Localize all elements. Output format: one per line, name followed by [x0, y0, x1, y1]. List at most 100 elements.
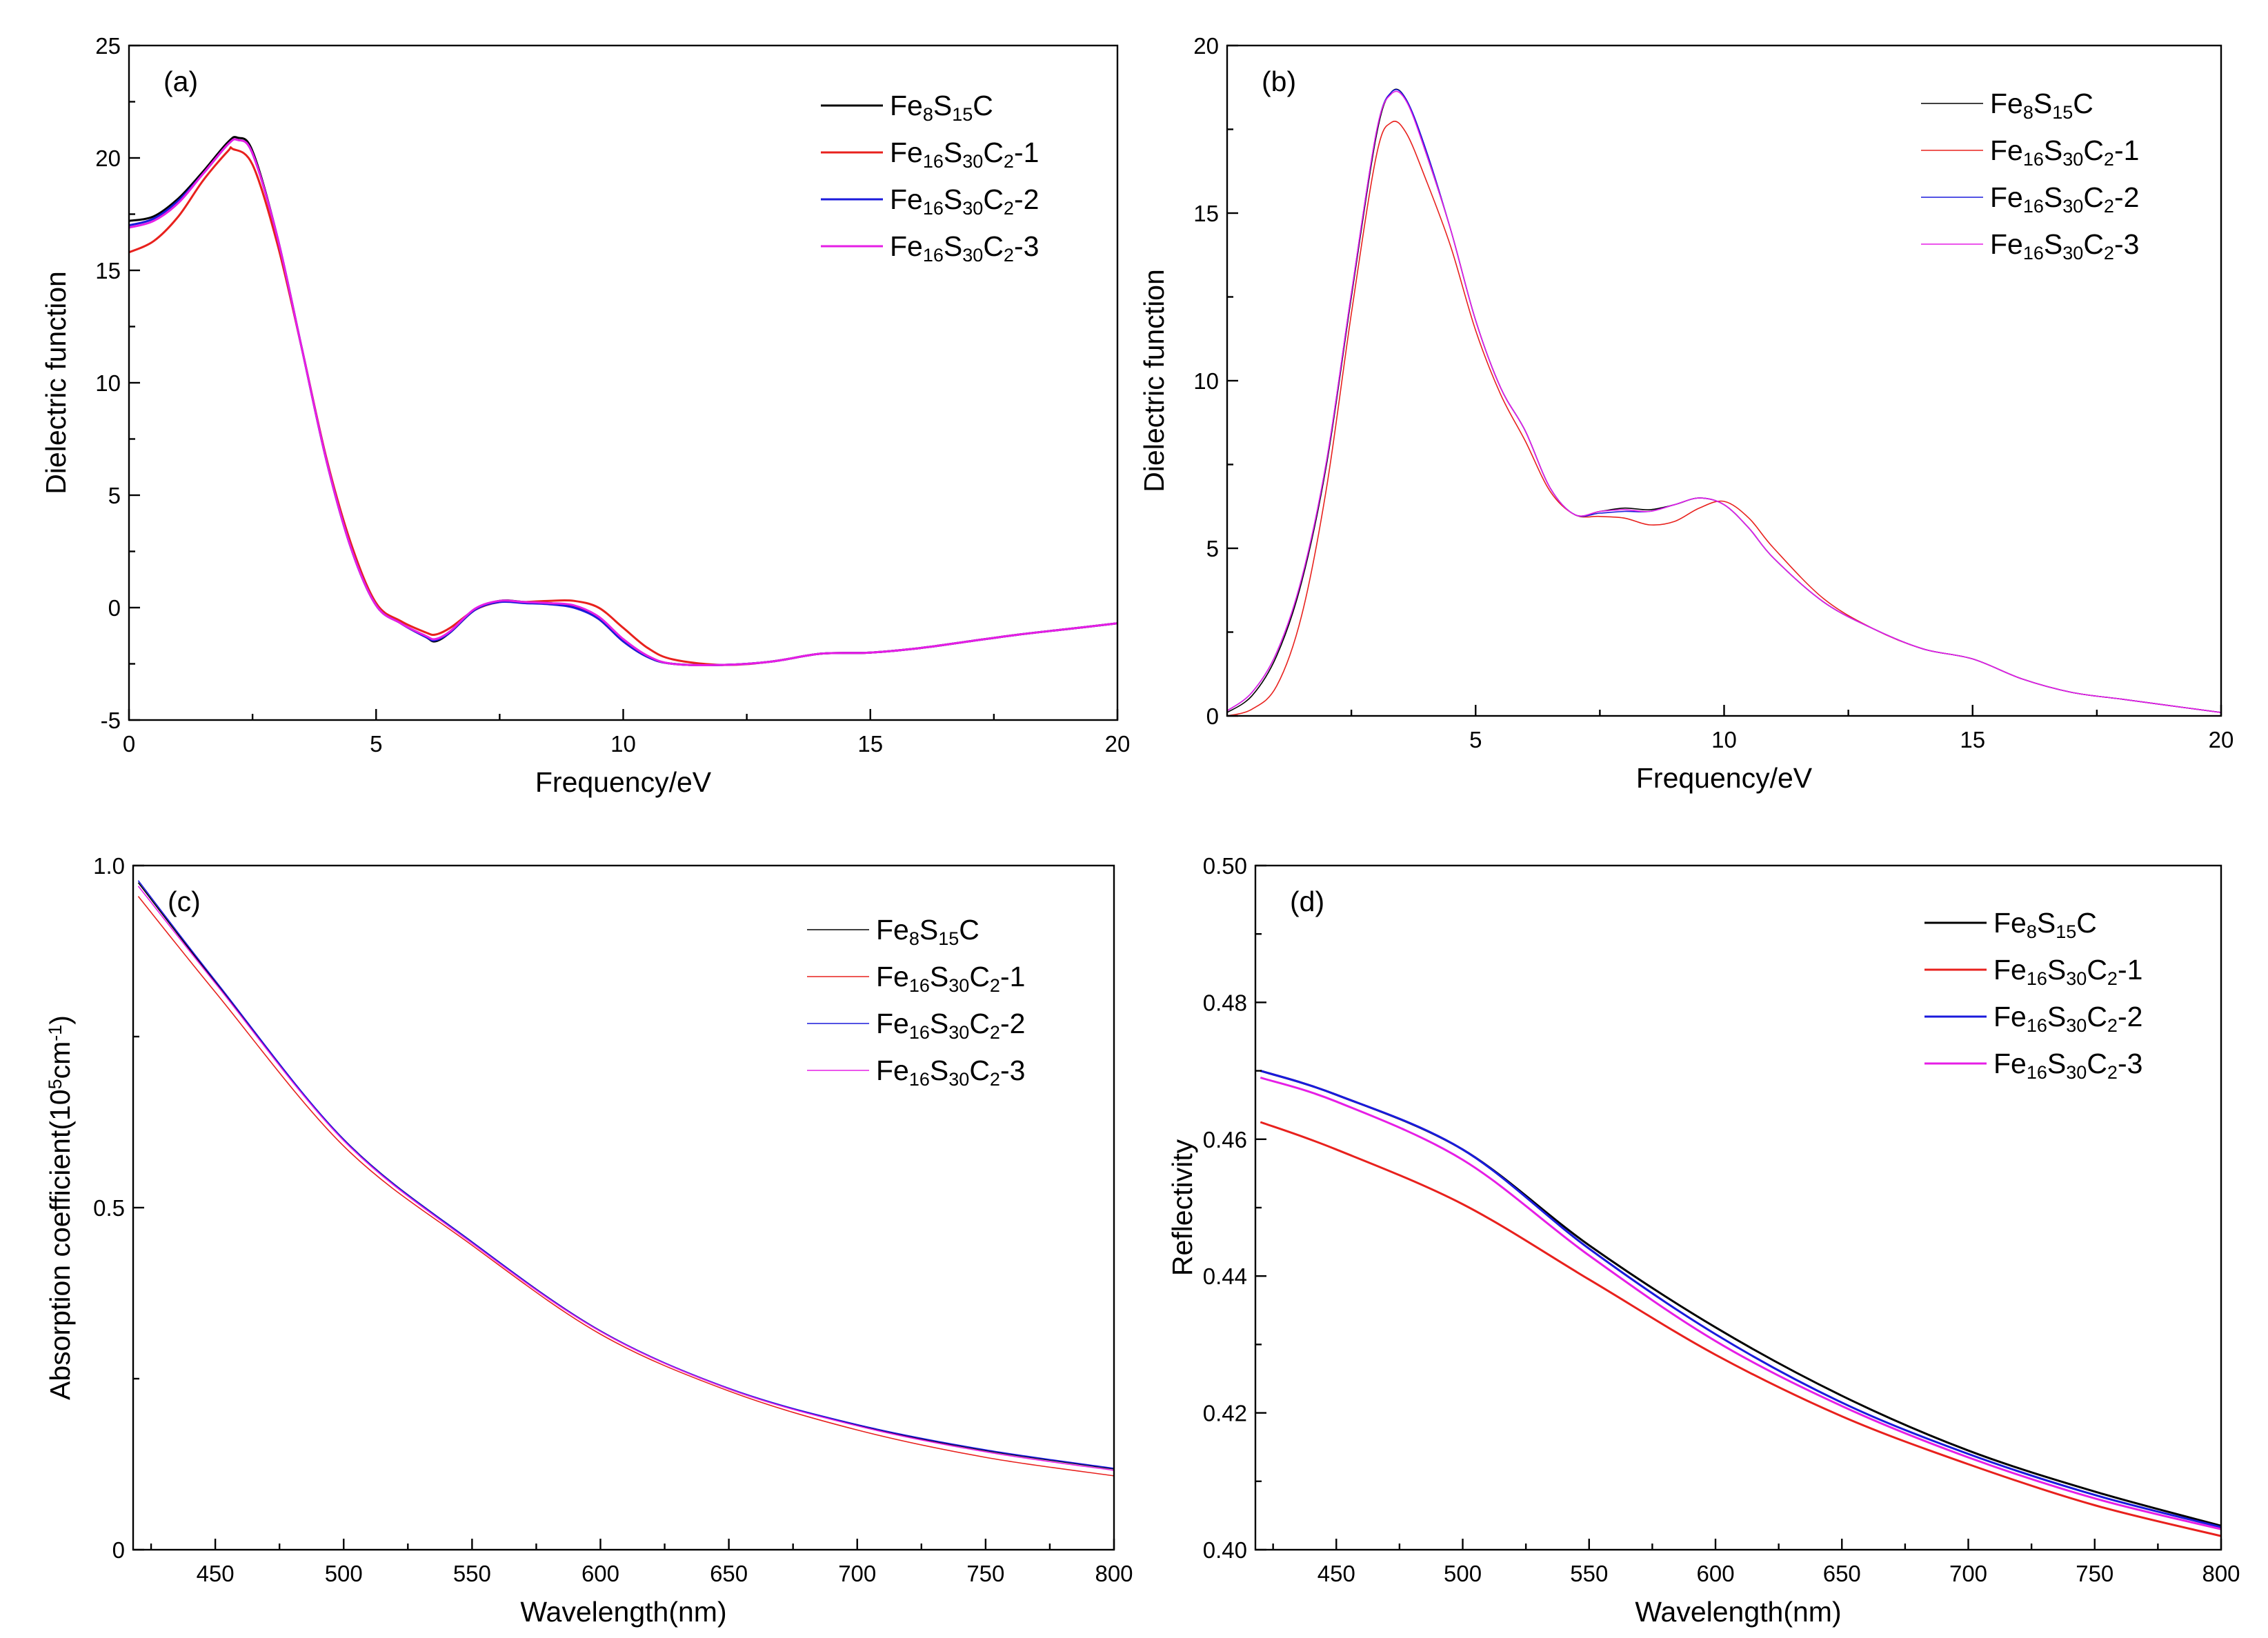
y-tick-label: 20: [1193, 33, 1219, 59]
x-tick-label: 500: [325, 1561, 363, 1586]
legend-label-part: 15: [938, 928, 959, 949]
x-tick-label: 10: [610, 731, 636, 757]
legend-label-part: 16: [909, 1069, 930, 1090]
y-tick-label: 0.42: [1203, 1401, 1247, 1426]
legend-label-part: Fe: [1990, 181, 2023, 213]
legend-label-part: 2: [1004, 151, 1014, 172]
series-line-Fe16S30C2-3: [137, 886, 1114, 1471]
legend-label-part: C: [969, 1008, 990, 1039]
legend-label-part: 16: [923, 151, 944, 172]
legend-label-part: 2: [990, 1022, 1000, 1043]
x-tick-label: 700: [838, 1561, 876, 1586]
x-axis-label: Frequency/eV: [535, 766, 712, 798]
legend-label-part: 16: [2023, 149, 2044, 170]
legend-label-part: S: [944, 230, 962, 262]
legend-label-part: C: [2073, 88, 2093, 119]
legend-label-part: Fe: [876, 1055, 909, 1086]
legend-label: Fe16S30C2-1: [876, 961, 1025, 996]
legend-label-part: S: [2044, 134, 2062, 166]
y-tick-label: 0.50: [1203, 853, 1247, 879]
legend-label-part: C: [2076, 907, 2097, 939]
legend-label-part: Fe: [876, 914, 909, 946]
legend-label-part: S: [944, 137, 962, 168]
y-axis-label-part: -1: [45, 1025, 66, 1041]
legend-label-part: 8: [2023, 102, 2033, 123]
legend-label-part: Fe: [1993, 1048, 2027, 1079]
legend-label-part: S: [933, 90, 952, 121]
x-tick-label: 20: [1105, 731, 1131, 757]
legend-label-part: S: [2033, 88, 2052, 119]
x-tick-label: 5: [1469, 727, 1482, 752]
x-tick-label: 750: [966, 1561, 1004, 1586]
legend-label-part: -3: [2118, 1048, 2142, 1079]
legend-label: Fe16S30C2-1: [1993, 954, 2142, 989]
y-axis-label-part: ): [44, 1015, 76, 1025]
legend-label: Fe16S30C2-2: [890, 183, 1039, 219]
x-tick-label: 600: [581, 1561, 619, 1586]
legend-label-part: S: [930, 1055, 948, 1086]
y-tick-label: 0.5: [93, 1195, 125, 1221]
legend-label-part: 8: [2027, 921, 2037, 942]
x-tick-label: 5: [370, 731, 382, 757]
legend-label: Fe16S30C2-3: [1990, 228, 2139, 263]
legend-label-part: -1: [2118, 954, 2142, 986]
legend-label-part: Fe: [1993, 907, 2027, 939]
series-line-Fe16S30C2-3: [1227, 90, 2221, 713]
legend-label-part: S: [2047, 1001, 2066, 1032]
legend-label-part: 16: [2027, 968, 2047, 989]
legend-label-part: -2: [2114, 181, 2139, 213]
legend-label-part: 30: [2066, 1062, 2087, 1083]
legend-label-part: S: [2047, 1048, 2066, 1079]
legend-label: Fe8S15C: [890, 90, 993, 125]
x-tick-label: 15: [857, 731, 883, 757]
legend-label-part: C: [983, 230, 1004, 262]
legend-label-part: S: [930, 961, 948, 992]
legend-label-part: S: [2044, 181, 2062, 213]
y-axis-label-part: 5: [45, 1079, 66, 1089]
legend-label-part: 2: [1004, 245, 1014, 266]
legend-label-part: -2: [1014, 183, 1039, 215]
legend-label-part: S: [944, 183, 962, 215]
legend-label-part: Fe: [1993, 954, 2027, 986]
legend-label-part: C: [969, 1055, 990, 1086]
legend-label-part: -1: [2114, 134, 2139, 166]
legend-label-part: 16: [909, 975, 930, 996]
legend-label-part: 30: [962, 198, 983, 219]
legend-label: Fe8S15C: [1993, 907, 2097, 942]
legend-label-part: Fe: [890, 230, 923, 262]
legend-label-part: 16: [923, 245, 944, 266]
legend-label-part: 30: [2066, 1015, 2087, 1036]
panel-d: 450 500 550 600 650 700 750 800 0.40 0.42 0.44 0.46…: [1166, 853, 2240, 1628]
legend-label-part: 15: [2052, 102, 2073, 123]
panel-c: 450 500 550 600 650 700 750 800 0 0.5 1.0 Wavelengt…: [44, 853, 1133, 1628]
legend-label-part: 16: [2027, 1015, 2047, 1036]
legend-label-part: Fe: [876, 1008, 909, 1039]
y-tick-label: 10: [95, 370, 121, 396]
legend-label-part: C: [2087, 1048, 2107, 1079]
y-axis-label: Absorption coefficient(105cm-1): [44, 1015, 76, 1400]
legend-label-part: Fe: [1990, 228, 2023, 260]
legend-label-part: 30: [2062, 149, 2083, 170]
legend-label-part: 15: [2056, 921, 2076, 942]
legend-label-part: 30: [2062, 243, 2083, 263]
legend-label-part: Fe: [876, 961, 909, 992]
x-tick-label: 0: [123, 731, 135, 757]
legend-label-part: -3: [1000, 1055, 1025, 1086]
y-tick-label: -5: [101, 708, 121, 733]
y-tick-label: 0.40: [1203, 1537, 1247, 1563]
series-line-Fe16S30C2-3: [129, 138, 1117, 666]
y-tick-label: 1.0: [93, 853, 125, 879]
legend-label-part: S: [919, 914, 938, 946]
legend-label-part: 30: [948, 1022, 969, 1043]
panel-a: 0 5 10 15 20-50510152025Frequency/eVDielectr…: [40, 33, 1130, 798]
legend-label-part: S: [2044, 228, 2062, 260]
legend-label-part: 2: [1004, 198, 1014, 219]
y-tick-label: 0.46: [1203, 1127, 1247, 1152]
legend-label-part: -3: [1014, 230, 1039, 262]
y-tick-label: 0: [108, 595, 121, 621]
y-axis-label-part: Absorption coefficient(10: [44, 1089, 76, 1400]
x-tick-label: 500: [1444, 1561, 1482, 1586]
y-tick-label: 0.48: [1203, 990, 1247, 1015]
